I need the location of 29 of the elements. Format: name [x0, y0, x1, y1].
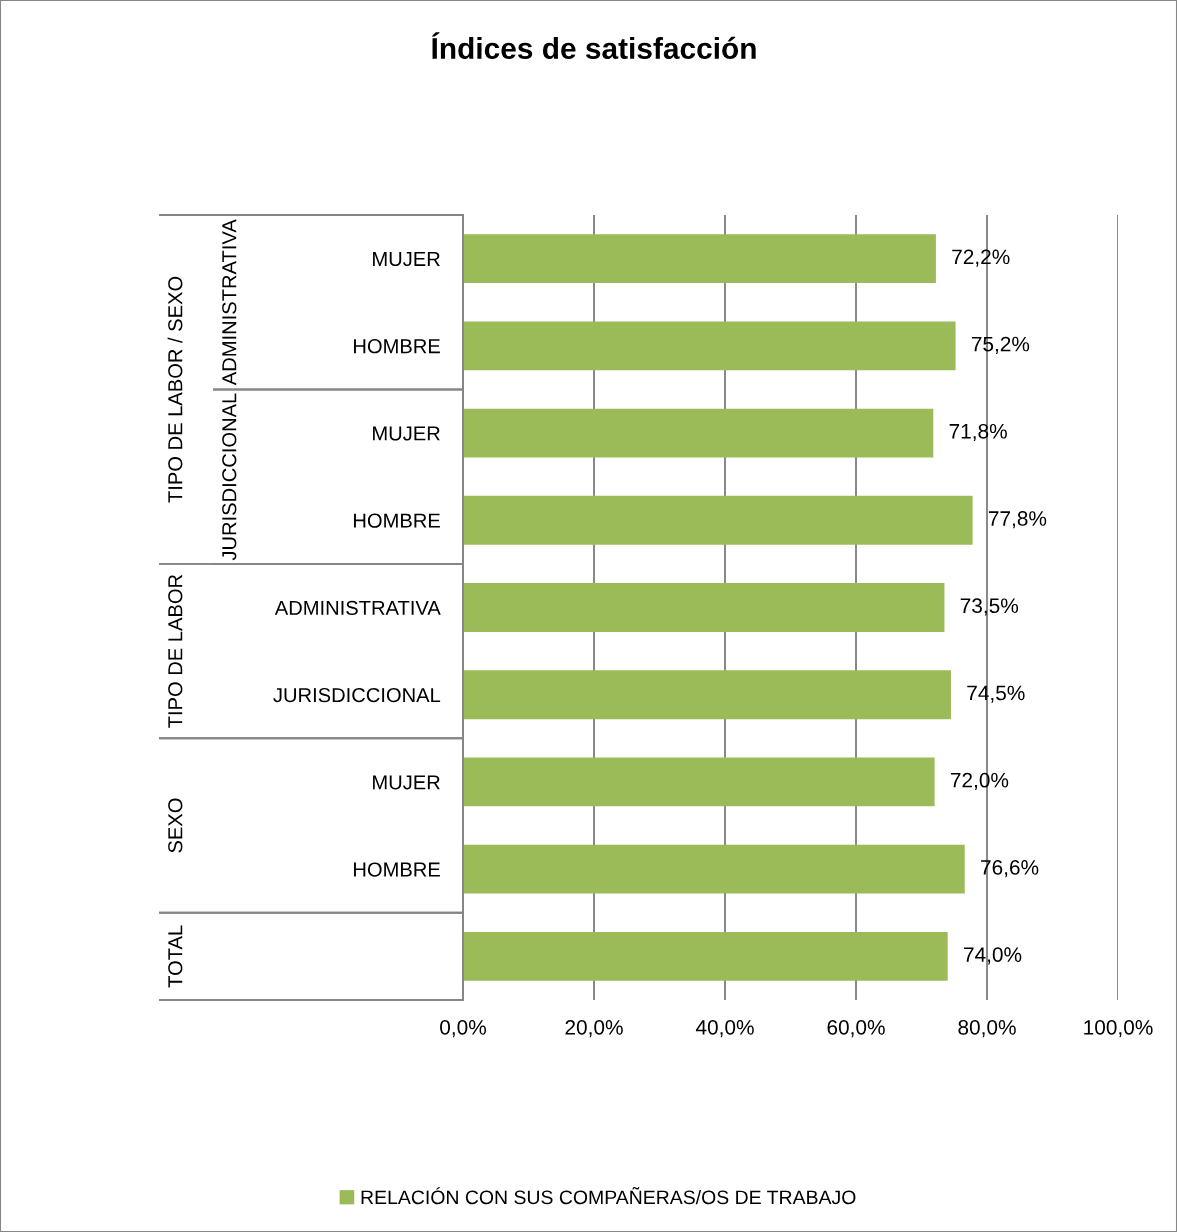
data-label: 74,0% [964, 947, 1022, 965]
y-tick-label: ADMINISTRATIVA [274, 600, 441, 615]
x-tick-label: 40,0% [695, 1019, 754, 1038]
data-label: 75,2% [971, 336, 1030, 354]
data-label: 72,0% [950, 772, 1009, 790]
legend-label: RELACIÓN CON SUS COMPAÑERAS/OS DE TRABAJO [361, 1186, 856, 1205]
data-label: 72,2% [952, 249, 1010, 267]
data-label: 74,5% [967, 685, 1025, 703]
x-tick-label: 20,0% [565, 1019, 623, 1038]
y-tick-label: MUJER [373, 426, 440, 441]
y-tick-label: JURISDICCIONAL [273, 687, 441, 703]
chart-title: Índices de satisfacción [432, 32, 756, 60]
y-tick-label: HOMBRE [354, 513, 440, 528]
y-tick-label: HOMBRE [354, 339, 440, 354]
y-tick-label: MUJER [373, 775, 440, 790]
y-tick-label: HOMBRE [354, 862, 440, 877]
data-label: 73,5% [960, 598, 1019, 616]
text: TIPO DE LABOR [168, 574, 183, 728]
x-tick-label: 100,0% [1084, 1019, 1153, 1038]
text: TOTAL [168, 925, 183, 988]
text: TIPO DE LABOR / SEXO [167, 276, 183, 503]
x-tick-label: 60,0% [827, 1019, 885, 1038]
data-label: 71,8% [949, 423, 1007, 442]
text: SEXO [168, 798, 183, 853]
data-label: 76,6% [981, 860, 1039, 878]
x-tick-label: 0,0% [440, 1019, 486, 1038]
x-tick-label: 80,0% [958, 1019, 1016, 1038]
y-tick-label: MUJER [373, 252, 440, 267]
data-label: 77,8% [988, 511, 1047, 529]
